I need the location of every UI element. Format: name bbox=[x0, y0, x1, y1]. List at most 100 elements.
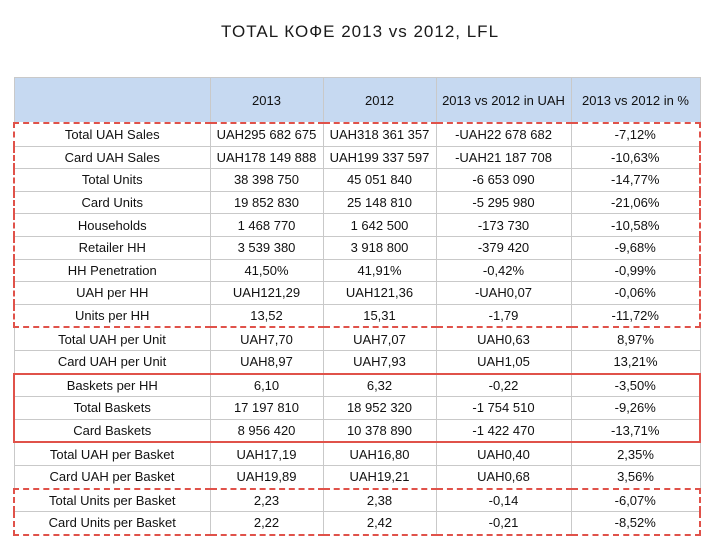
cell-value-2012: 15,31 bbox=[322, 303, 437, 329]
cell-metric: Total Units per Basket bbox=[13, 487, 211, 513]
table-row: Card Units 19 852 830 25 148 810 -5 295 980… bbox=[13, 190, 701, 215]
cell-diff-uah: -0,14 bbox=[435, 487, 572, 513]
cell-value-2013: 19 852 830 bbox=[209, 190, 324, 215]
table-header-row: 2013 2012 2013 vs 2012 in UAH 2013 vs 20… bbox=[13, 77, 701, 124]
cell-diff-uah: UAH0,40 bbox=[435, 441, 572, 466]
cell-value-2012: UAH121,36 bbox=[322, 281, 437, 305]
cell-value-2013: 1 468 770 bbox=[209, 213, 324, 237]
cell-diff-uah: UAH0,68 bbox=[435, 464, 572, 490]
cell-diff-percent: -9,26% bbox=[570, 396, 701, 420]
cell-metric: Card Units per Basket bbox=[13, 511, 211, 536]
cell-value-2012: UAH7,93 bbox=[322, 349, 437, 375]
cell-metric: Baskets per HH bbox=[13, 372, 211, 398]
cell-metric: Households bbox=[13, 213, 211, 237]
cell-diff-percent: -11,72% bbox=[570, 303, 701, 329]
cell-value-2012: UAH318 361 357 bbox=[322, 121, 437, 147]
table-row: UAH per HH UAH121,29 UAH121,36 -UAH0,07 -0,0… bbox=[13, 281, 701, 305]
cell-value-2013: UAH8,97 bbox=[209, 349, 324, 375]
cell-diff-percent: -3,50% bbox=[570, 372, 701, 398]
table-row: Card UAH per Unit UAH8,97 UAH7,93 UAH1,05 13… bbox=[13, 349, 701, 375]
cell-diff-percent: 2,35% bbox=[570, 441, 701, 466]
table-row: Total UAH per Unit UAH7,70 UAH7,07 UAH0,63 8… bbox=[13, 326, 701, 351]
cell-value-2012: 1 642 500 bbox=[322, 213, 437, 237]
table-row: HH Penetration 41,50% 41,91% -0,42% -0,99% bbox=[13, 258, 701, 283]
cell-diff-percent: -6,07% bbox=[570, 487, 701, 513]
table-row: Card UAH Sales UAH178 149 888 UAH199 337 5… bbox=[13, 145, 701, 170]
cell-value-2012: UAH19,21 bbox=[322, 464, 437, 490]
header-cell-metric bbox=[13, 77, 211, 124]
comparison-table: 2013 2012 2013 vs 2012 in UAH 2013 vs 20… bbox=[13, 77, 701, 536]
cell-value-2013: 6,10 bbox=[209, 372, 324, 398]
table-row: Households 1 468 770 1 642 500 -173 730 -10,… bbox=[13, 213, 701, 237]
cell-diff-uah: -0,21 bbox=[435, 511, 572, 536]
table-row: Baskets per HH 6,10 6,32 -0,22 -3,50% bbox=[13, 372, 701, 398]
cell-value-2012: UAH199 337 597 bbox=[322, 145, 437, 170]
cell-diff-percent: -7,12% bbox=[570, 121, 701, 147]
header-cell-2012: 2012 bbox=[322, 77, 437, 124]
cell-metric: UAH per HH bbox=[13, 281, 211, 305]
cell-diff-uah: -UAH22 678 682 bbox=[435, 121, 572, 147]
table-row: Total UAH per Basket UAH17,19 UAH16,80 UAH0… bbox=[13, 441, 701, 466]
page-title: TOTAL КОФЕ 2013 vs 2012, LFL bbox=[220, 22, 500, 41]
cell-value-2013: UAH121,29 bbox=[209, 281, 324, 305]
cell-diff-uah: -6 653 090 bbox=[435, 168, 572, 192]
cell-value-2013: UAH19,89 bbox=[209, 464, 324, 490]
cell-value-2012: 2,42 bbox=[322, 511, 437, 536]
cell-metric: Card UAH per Unit bbox=[13, 349, 211, 375]
cell-diff-percent: 8,97% bbox=[570, 326, 701, 351]
cell-diff-percent: -8,52% bbox=[570, 511, 701, 536]
cell-diff-percent: -13,71% bbox=[570, 418, 701, 444]
cell-value-2012: 6,32 bbox=[322, 372, 437, 398]
cell-diff-uah: UAH0,63 bbox=[435, 326, 572, 351]
cell-value-2013: 3 539 380 bbox=[209, 235, 324, 260]
cell-value-2013: UAH17,19 bbox=[209, 441, 324, 466]
cell-diff-uah: UAH1,05 bbox=[435, 349, 572, 375]
cell-metric: Card Baskets bbox=[13, 418, 211, 444]
cell-value-2013: 17 197 810 bbox=[209, 396, 324, 420]
cell-metric: Total Baskets bbox=[13, 396, 211, 420]
cell-diff-percent: -14,77% bbox=[570, 168, 701, 192]
cell-value-2013: UAH7,70 bbox=[209, 326, 324, 351]
cell-diff-uah: -UAH0,07 bbox=[435, 281, 572, 305]
table-row: Total Units per Basket 2,23 2,38 -0,14 -6,07… bbox=[13, 487, 701, 513]
cell-value-2012: 18 952 320 bbox=[322, 396, 437, 420]
cell-diff-uah: -379 420 bbox=[435, 235, 572, 260]
cell-diff-percent: -0,99% bbox=[570, 258, 701, 283]
cell-diff-percent: -0,06% bbox=[570, 281, 701, 305]
table-row: Card UAH per Basket UAH19,89 UAH19,21 UAH0,… bbox=[13, 464, 701, 490]
cell-metric: Total UAH per Unit bbox=[13, 326, 211, 351]
cell-metric: Card UAH Sales bbox=[13, 145, 211, 170]
cell-metric: HH Penetration bbox=[13, 258, 211, 283]
table-row: Total UAH Sales UAH295 682 675 UAH318 361 … bbox=[13, 121, 701, 147]
cell-value-2012: UAH7,07 bbox=[322, 326, 437, 351]
cell-value-2013: 2,22 bbox=[209, 511, 324, 536]
cell-value-2012: 2,38 bbox=[322, 487, 437, 513]
cell-value-2013: UAH178 149 888 bbox=[209, 145, 324, 170]
cell-value-2012: 10 378 890 bbox=[322, 418, 437, 444]
cell-value-2012: 3 918 800 bbox=[322, 235, 437, 260]
cell-diff-uah: -173 730 bbox=[435, 213, 572, 237]
cell-value-2013: 41,50% bbox=[209, 258, 324, 283]
cell-metric: Retailer HH bbox=[13, 235, 211, 260]
table-row: Units per HH 13,52 15,31 -1,79 -11,72% bbox=[13, 303, 701, 329]
cell-metric: Units per HH bbox=[13, 303, 211, 329]
header-cell-2013: 2013 bbox=[209, 77, 324, 124]
cell-diff-percent: 13,21% bbox=[570, 349, 701, 375]
cell-diff-percent: -9,68% bbox=[570, 235, 701, 260]
cell-diff-percent: -21,06% bbox=[570, 190, 701, 215]
cell-value-2013: 2,23 bbox=[209, 487, 324, 513]
cell-diff-uah: -1,79 bbox=[435, 303, 572, 329]
cell-diff-uah: -5 295 980 bbox=[435, 190, 572, 215]
table-row: Total Baskets 17 197 810 18 952 320 -1 754 … bbox=[13, 396, 701, 420]
cell-value-2012: UAH16,80 bbox=[322, 441, 437, 466]
cell-diff-percent: 3,56% bbox=[570, 464, 701, 490]
cell-diff-uah: -0,42% bbox=[435, 258, 572, 283]
table-row: Card Baskets 8 956 420 10 378 890 -1 422 47… bbox=[13, 418, 701, 444]
cell-metric: Total Units bbox=[13, 168, 211, 192]
cell-value-2013: 8 956 420 bbox=[209, 418, 324, 444]
header-cell-diff-uah: 2013 vs 2012 in UAH bbox=[435, 77, 572, 124]
cell-value-2013: UAH295 682 675 bbox=[209, 121, 324, 147]
cell-value-2012: 25 148 810 bbox=[322, 190, 437, 215]
table-row: Card Units per Basket 2,22 2,42 -0,21 -8,52% bbox=[13, 511, 701, 536]
cell-diff-uah: -UAH21 187 708 bbox=[435, 145, 572, 170]
